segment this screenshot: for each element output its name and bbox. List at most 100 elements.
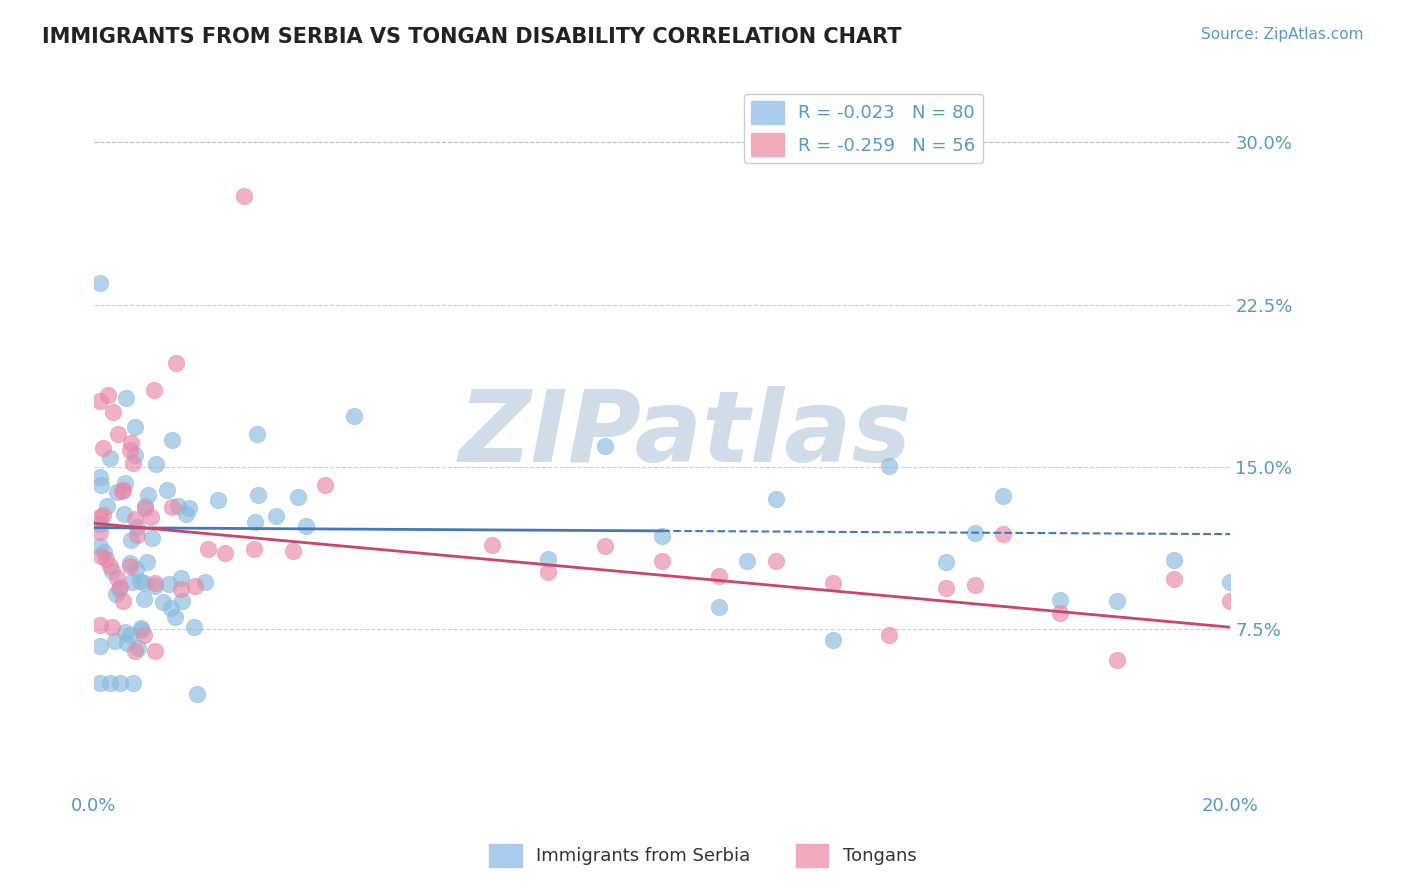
Point [935,582,957,596]
Point [165,610,187,624]
Point [122,456,145,470]
Point [89,617,111,632]
Point [737,554,759,568]
Point [120,533,142,547]
Point [129,624,152,638]
Point [135,555,157,569]
Point [100,620,122,634]
Point [118,442,141,457]
Point [765,492,787,507]
Point [707,599,730,614]
Legend: R = -0.023   N = 80, R = -0.259   N = 56: R = -0.023 N = 80, R = -0.259 N = 56 [744,94,983,163]
Point [111,594,134,608]
Point [214,546,236,560]
Point [183,619,205,633]
Point [295,519,318,533]
Point [343,409,366,424]
Point [125,520,148,534]
Point [120,435,142,450]
Point [246,488,269,502]
Point [1163,572,1185,586]
Point [1219,593,1241,607]
Point [89,393,111,408]
Point [89,478,111,492]
Point [124,644,146,658]
Point [481,538,503,552]
Point [129,574,152,589]
Point [1163,553,1185,567]
Point [121,574,143,589]
Point [104,586,127,600]
Point [100,564,122,578]
Point [177,501,200,516]
Point [156,483,179,497]
Point [120,628,142,642]
Legend: Immigrants from Serbia, Tongans: Immigrants from Serbia, Tongans [482,837,924,874]
Point [169,571,191,585]
Point [879,628,901,642]
Point [93,544,115,558]
Point [111,483,134,498]
Point [963,526,986,541]
Point [651,529,673,543]
Point [124,419,146,434]
Point [112,507,135,521]
Point [991,489,1014,503]
Point [96,500,118,514]
Point [105,484,128,499]
Point [97,388,120,402]
Point [89,640,111,654]
Point [104,634,127,648]
Point [1049,593,1071,607]
Point [108,582,131,597]
Point [242,542,264,557]
Point [89,524,111,539]
Point [162,433,184,447]
Point [89,470,111,484]
Point [111,484,134,499]
Point [89,276,111,290]
Point [595,539,617,553]
Point [266,508,288,523]
Point [174,507,197,521]
Point [1219,575,1241,590]
Point [145,575,167,590]
Point [233,189,256,203]
Point [537,565,560,579]
Point [107,426,129,441]
Point [101,405,124,419]
Point [879,459,901,474]
Point [537,552,560,566]
Point [160,600,183,615]
Point [183,579,205,593]
Point [935,555,957,569]
Point [90,549,112,564]
Point [108,676,131,690]
Point [281,544,304,558]
Point [821,633,844,648]
Point [127,527,149,541]
Point [160,500,183,515]
Point [98,451,121,466]
Point [108,580,131,594]
Point [139,509,162,524]
Point [1049,606,1071,620]
Point [115,636,138,650]
Point [170,593,193,607]
Point [167,500,190,514]
Point [131,621,153,635]
Point [134,576,156,591]
Point [134,499,156,513]
Point [118,558,141,573]
Point [98,676,121,690]
Point [963,578,986,592]
Text: ZIPatlas: ZIPatlas [458,386,911,483]
Text: IMMIGRANTS FROM SERBIA VS TONGAN DISABILITY CORRELATION CHART: IMMIGRANTS FROM SERBIA VS TONGAN DISABIL… [42,27,901,46]
Text: Source: ZipAtlas.com: Source: ZipAtlas.com [1201,27,1364,42]
Point [152,595,174,609]
Point [314,477,336,491]
Point [89,676,111,690]
Point [245,515,267,529]
Point [165,356,187,370]
Point [651,554,673,568]
